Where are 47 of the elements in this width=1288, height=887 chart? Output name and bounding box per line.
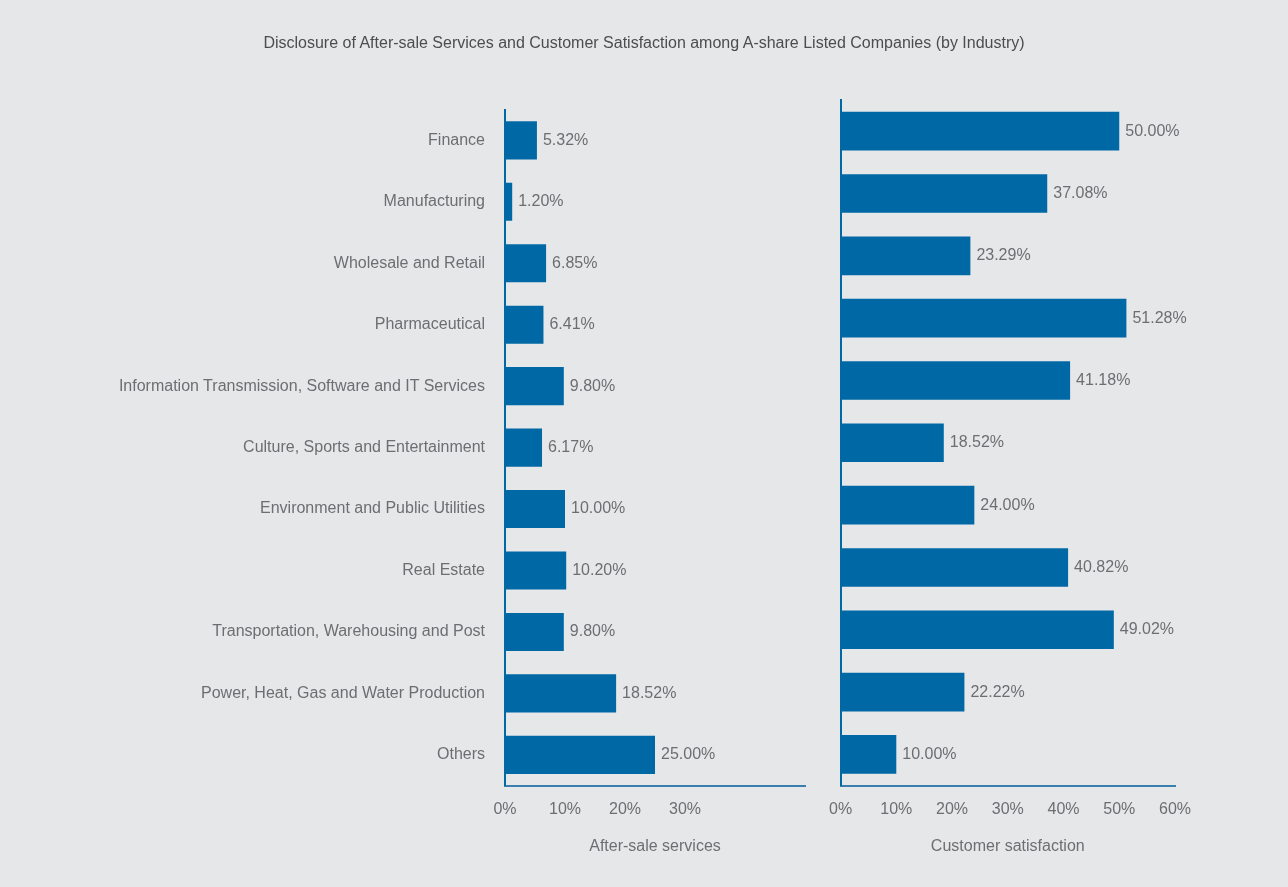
data-label: 6.41% xyxy=(549,315,595,333)
y-tick-label: Culture, Sports and Entertainment xyxy=(243,438,486,456)
x-axis-title: Customer satisfaction xyxy=(930,836,1085,854)
data-label: 10.00% xyxy=(902,744,957,762)
data-label: 37.08% xyxy=(1053,183,1108,201)
y-tick-label: Wholesale and Retail xyxy=(333,253,485,271)
y-tick-label: Environment and Public Utilities xyxy=(260,499,485,517)
x-axis-title: After-sale services xyxy=(589,836,721,854)
data-label: 1.20% xyxy=(518,192,564,210)
y-tick-label: Pharmaceutical xyxy=(374,315,485,333)
y-tick-label: Others xyxy=(436,745,485,763)
data-label: 5.32% xyxy=(542,130,589,148)
data-label: 40.82% xyxy=(1074,557,1129,575)
x-tick-label: 10% xyxy=(548,799,582,817)
data-label: 9.80% xyxy=(569,622,616,640)
data-label: 9.80% xyxy=(569,376,616,394)
x-tick-label: 50% xyxy=(1103,799,1136,817)
data-label: 18.52% xyxy=(622,683,677,701)
data-label: 24.00% xyxy=(980,495,1035,513)
x-tick-label: 0% xyxy=(493,799,517,817)
x-tick-label: 40% xyxy=(1047,799,1080,817)
x-tick-label: 30% xyxy=(668,799,702,817)
data-label: 23.29% xyxy=(976,246,1031,264)
x-tick-label: 0% xyxy=(829,799,853,817)
data-label: 50.00% xyxy=(1125,121,1180,139)
data-label: 22.22% xyxy=(970,682,1025,700)
data-label: 6.85% xyxy=(552,253,598,271)
x-tick-label: 20% xyxy=(936,799,969,817)
y-tick-label: Real Estate xyxy=(402,560,486,578)
data-label: 6.17% xyxy=(548,438,594,456)
x-tick-label: 30% xyxy=(991,799,1024,817)
data-label: 51.28% xyxy=(1132,308,1187,326)
data-label: 49.02% xyxy=(1119,620,1175,638)
data-label: 10.00% xyxy=(571,499,626,517)
x-tick-label: 20% xyxy=(608,799,642,817)
y-tick-label: Finance xyxy=(428,130,486,148)
y-tick-label: Power, Heat, Gas and Water Production xyxy=(201,683,485,701)
y-tick-label: Manufacturing xyxy=(383,192,485,210)
y-tick-label: Transportation, Warehousing and Post xyxy=(212,622,486,640)
data-label: 18.52% xyxy=(949,433,1005,451)
y-tick-label: Information Transmission, Software and IT Services xyxy=(118,376,485,394)
data-label: 25.00% xyxy=(661,745,716,763)
x-tick-label: 60% xyxy=(1158,799,1192,817)
data-label: 41.18% xyxy=(1076,370,1131,388)
x-tick-label: 10% xyxy=(880,799,913,817)
chart-title: Disclosure of After-sale Services and Customer Satisfaction among A-share Listed Companies (by Industry) xyxy=(262,34,1026,52)
data-label: 10.20% xyxy=(572,560,627,578)
